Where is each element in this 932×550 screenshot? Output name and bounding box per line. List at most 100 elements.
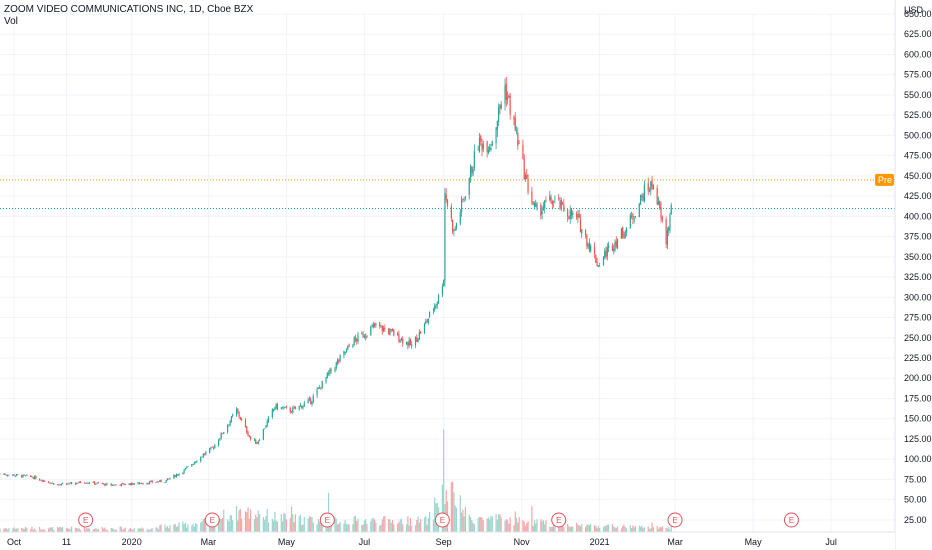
volume-bar — [325, 522, 327, 532]
candle-body — [446, 199, 449, 206]
volume-bar — [223, 509, 225, 532]
volume-bar — [202, 519, 204, 532]
candle-body — [230, 416, 233, 422]
volume-bar — [246, 512, 248, 532]
volume-bar — [276, 521, 279, 532]
volume-bar — [35, 529, 37, 532]
volume-bar — [590, 523, 592, 532]
volume-bar — [293, 522, 295, 532]
volume-bar — [480, 516, 482, 532]
volume-bar — [445, 490, 447, 532]
volume-bar — [648, 528, 651, 532]
volume-bar — [186, 527, 188, 532]
volume-bar — [26, 527, 28, 532]
volume-bar — [302, 524, 304, 532]
volume-bar — [106, 529, 108, 532]
volume-bar — [405, 524, 408, 532]
candle-body — [168, 478, 170, 480]
candle-body — [247, 432, 249, 436]
candle-body — [334, 368, 336, 372]
volume-bar — [327, 492, 330, 532]
time-tick-label: Jul — [825, 537, 837, 547]
volume-bar — [310, 516, 312, 532]
candle-body — [299, 405, 302, 407]
volume-bar — [192, 523, 194, 532]
candle-body — [307, 399, 309, 404]
volume-bar — [76, 527, 78, 532]
candle-body — [471, 166, 473, 173]
candle-body — [281, 407, 284, 409]
volume-bar — [587, 524, 589, 532]
volume-bar — [517, 522, 519, 532]
candle-body — [605, 250, 607, 258]
candle-body — [634, 216, 637, 217]
candle-body — [325, 377, 327, 382]
volume-indicator-label[interactable]: Vol — [4, 16, 18, 27]
candle-body — [577, 215, 579, 218]
candle-body — [374, 323, 376, 327]
candle-body — [540, 205, 542, 216]
candle-body — [614, 242, 616, 251]
volume-bar — [42, 529, 45, 532]
volume-bar — [347, 524, 349, 532]
candle-body — [156, 481, 158, 483]
price-tick-label: 350.00 — [904, 252, 932, 262]
volume-bar — [113, 529, 115, 532]
volume-bar — [416, 519, 418, 532]
candle-body — [150, 481, 152, 482]
price-tick-label: 450.00 — [904, 171, 932, 181]
earnings-marker-label: E — [440, 516, 445, 525]
candle-body — [338, 359, 340, 362]
volume-bar — [563, 527, 565, 532]
candle-body — [399, 340, 401, 342]
volume-bar — [56, 526, 59, 532]
volume-bar — [426, 524, 428, 532]
candle-body — [435, 304, 437, 308]
candle-body — [400, 337, 403, 341]
volume-bar — [175, 527, 178, 532]
price-tick-label: 475.00 — [904, 151, 932, 161]
candle-body — [22, 474, 24, 478]
volume-bar — [459, 495, 461, 532]
volume-bar — [120, 526, 123, 532]
volume-bar — [381, 519, 383, 532]
candle-body — [77, 482, 79, 484]
volume-bar — [67, 528, 69, 532]
candle-body — [289, 407, 291, 412]
volume-bar — [157, 529, 160, 532]
candle-body — [53, 483, 55, 485]
candle-body — [414, 336, 417, 346]
candle-body — [544, 200, 546, 209]
volume-bar — [389, 519, 391, 532]
candle-body — [119, 484, 121, 486]
candle-body — [652, 185, 654, 190]
candle-body — [219, 438, 221, 441]
volume-bar — [509, 517, 511, 532]
candle-body — [211, 446, 213, 448]
candle-body — [321, 380, 323, 388]
symbol-title[interactable]: ZOOM VIDEO COMMUNICATIONS INC, 1D, Cboe … — [4, 4, 254, 15]
volume-bar — [625, 528, 628, 532]
candle-body — [159, 480, 161, 482]
volume-bar — [110, 527, 112, 532]
volume-bar — [247, 507, 249, 532]
volume-bar — [634, 526, 637, 532]
volume-bar — [115, 529, 117, 532]
price-tick-label: 375.00 — [904, 232, 932, 242]
volume-bar — [105, 529, 107, 532]
time-tick-label: Jul — [359, 537, 371, 547]
price-tick-label: 100.00 — [904, 454, 932, 464]
candle-body — [381, 326, 383, 332]
candle-body — [551, 201, 553, 205]
candle-body — [146, 483, 148, 485]
candle-body — [87, 482, 89, 484]
volume-bar — [400, 518, 403, 532]
candle-body — [76, 482, 78, 484]
candle-body — [581, 229, 583, 234]
candle-body — [382, 327, 385, 331]
candle-body — [656, 187, 658, 205]
volume-bar — [39, 527, 41, 532]
time-tick-label: 11 — [62, 537, 71, 547]
